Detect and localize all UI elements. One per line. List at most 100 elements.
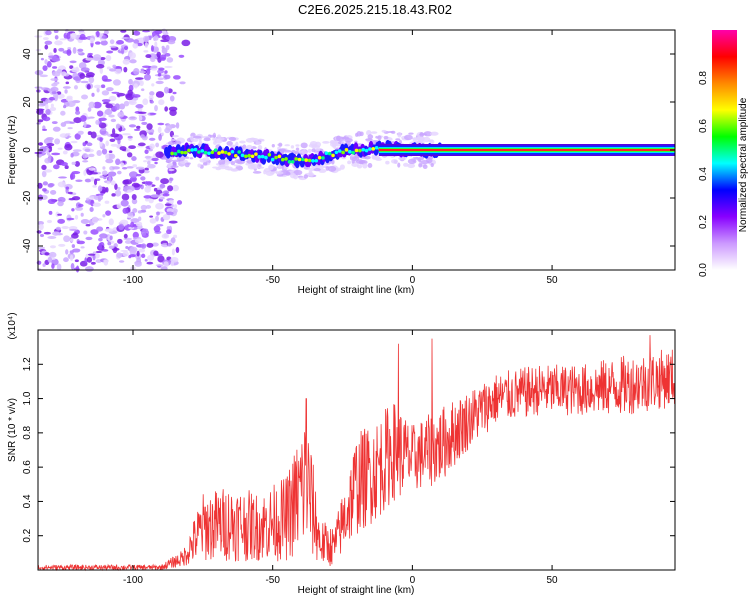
ridge-halo bbox=[422, 164, 428, 170]
noise-speckle bbox=[90, 172, 98, 175]
noise-speckle bbox=[153, 250, 159, 256]
ridge-highlight bbox=[260, 154, 265, 159]
ridge-highlight bbox=[327, 151, 332, 156]
noise-speckle bbox=[60, 122, 67, 127]
ridge-highlight bbox=[304, 158, 309, 162]
ridge-halo bbox=[252, 170, 262, 174]
noise-speckle bbox=[149, 143, 155, 150]
noise-speckle bbox=[116, 40, 124, 45]
noise-speckle bbox=[117, 170, 122, 175]
ridge-halo bbox=[366, 130, 372, 136]
noise-speckle bbox=[125, 245, 129, 249]
noise-speckle bbox=[83, 121, 87, 128]
noise-speckle bbox=[69, 65, 74, 69]
ridge-highlight bbox=[197, 150, 201, 154]
noise-speckle bbox=[36, 230, 42, 234]
ridge-highlight bbox=[294, 157, 298, 161]
y-tick-label: 1.2 bbox=[22, 357, 33, 371]
noise-speckle bbox=[128, 116, 138, 121]
noise-speckle bbox=[108, 153, 116, 160]
noise-speckle bbox=[104, 228, 114, 233]
noise-speckle bbox=[50, 86, 59, 92]
ridge-halo bbox=[214, 137, 223, 144]
noise-speckle bbox=[43, 231, 51, 235]
noise-speckle bbox=[67, 191, 73, 195]
noise-speckle bbox=[36, 122, 41, 125]
noise-speckle bbox=[111, 91, 120, 94]
ridge-halo bbox=[395, 138, 401, 141]
noise-speckle bbox=[131, 156, 137, 162]
snr-series-line bbox=[37, 335, 675, 572]
noise-speckle bbox=[44, 252, 50, 256]
noise-speckle bbox=[100, 84, 106, 89]
ridge-highlight bbox=[358, 148, 362, 153]
noise-speckle bbox=[89, 37, 95, 44]
noise-speckle bbox=[170, 237, 176, 244]
noise-speckle bbox=[106, 66, 111, 70]
noise-speckle bbox=[165, 53, 171, 57]
noise-speckle bbox=[109, 68, 117, 72]
noise-speckle bbox=[156, 211, 160, 216]
ridge-halo bbox=[218, 159, 226, 166]
noise-speckle bbox=[172, 75, 181, 80]
noise-speckle bbox=[157, 255, 165, 263]
ridge-highlight bbox=[183, 150, 188, 155]
noise-speckle bbox=[131, 193, 137, 201]
noise-speckle bbox=[151, 83, 155, 87]
noise-speckle bbox=[178, 54, 185, 58]
ridge-highlight bbox=[257, 155, 262, 159]
ridge-halo bbox=[170, 139, 177, 142]
noise-speckle bbox=[104, 108, 113, 116]
ridge-highlight bbox=[267, 153, 272, 157]
noise-speckle bbox=[45, 30, 52, 36]
noise-speckle bbox=[154, 41, 158, 48]
noise-speckle bbox=[64, 89, 68, 94]
noise-speckle bbox=[138, 111, 147, 115]
noise-speckle bbox=[61, 226, 70, 230]
noise-speckle bbox=[81, 94, 89, 100]
noise-speckle bbox=[77, 130, 84, 135]
noise-speckle bbox=[78, 36, 88, 40]
ridge-halo bbox=[226, 140, 233, 146]
noise-speckle bbox=[54, 231, 61, 235]
noise-speckle bbox=[73, 76, 82, 81]
noise-speckle bbox=[134, 238, 144, 244]
noise-speckle bbox=[158, 99, 165, 106]
noise-speckle bbox=[173, 234, 178, 239]
noise-speckle bbox=[54, 138, 61, 145]
noise-speckle bbox=[168, 220, 178, 224]
ridge-halo bbox=[430, 163, 434, 168]
noise-speckle bbox=[91, 92, 95, 97]
y-tick-label: 0.8 bbox=[22, 425, 33, 439]
noise-speckle bbox=[53, 164, 60, 170]
noise-speckle bbox=[123, 45, 129, 51]
noise-speckle bbox=[172, 184, 179, 192]
noise-speckle bbox=[120, 47, 125, 55]
ridge-highlight bbox=[354, 148, 359, 153]
ridge-halo bbox=[311, 148, 316, 153]
noise-speckle bbox=[142, 30, 151, 33]
noise-speckle bbox=[101, 90, 110, 96]
noise-speckle bbox=[139, 70, 146, 74]
noise-speckle bbox=[73, 117, 82, 124]
noise-speckle bbox=[69, 254, 74, 262]
noise-speckle bbox=[102, 170, 108, 176]
ridge-halo bbox=[327, 165, 337, 172]
noise-speckle bbox=[42, 65, 48, 71]
ridge-halo bbox=[301, 149, 307, 155]
noise-speckle bbox=[52, 126, 61, 132]
noise-speckle bbox=[92, 202, 101, 207]
ridge-highlight bbox=[344, 148, 349, 152]
ridge-highlight bbox=[227, 152, 231, 156]
ridge-halo bbox=[285, 171, 291, 176]
noise-speckle bbox=[144, 149, 149, 155]
noise-speckle bbox=[101, 99, 111, 103]
snr-y-axis-label: SNR (10 * v/v) bbox=[7, 398, 18, 462]
ridge-highlight bbox=[368, 147, 372, 151]
ridge-halo bbox=[313, 167, 321, 172]
noise-speckle bbox=[150, 45, 154, 52]
noise-speckle bbox=[108, 114, 115, 118]
noise-speckle bbox=[160, 178, 170, 185]
noise-speckle bbox=[68, 226, 78, 230]
noise-speckle bbox=[164, 106, 169, 112]
